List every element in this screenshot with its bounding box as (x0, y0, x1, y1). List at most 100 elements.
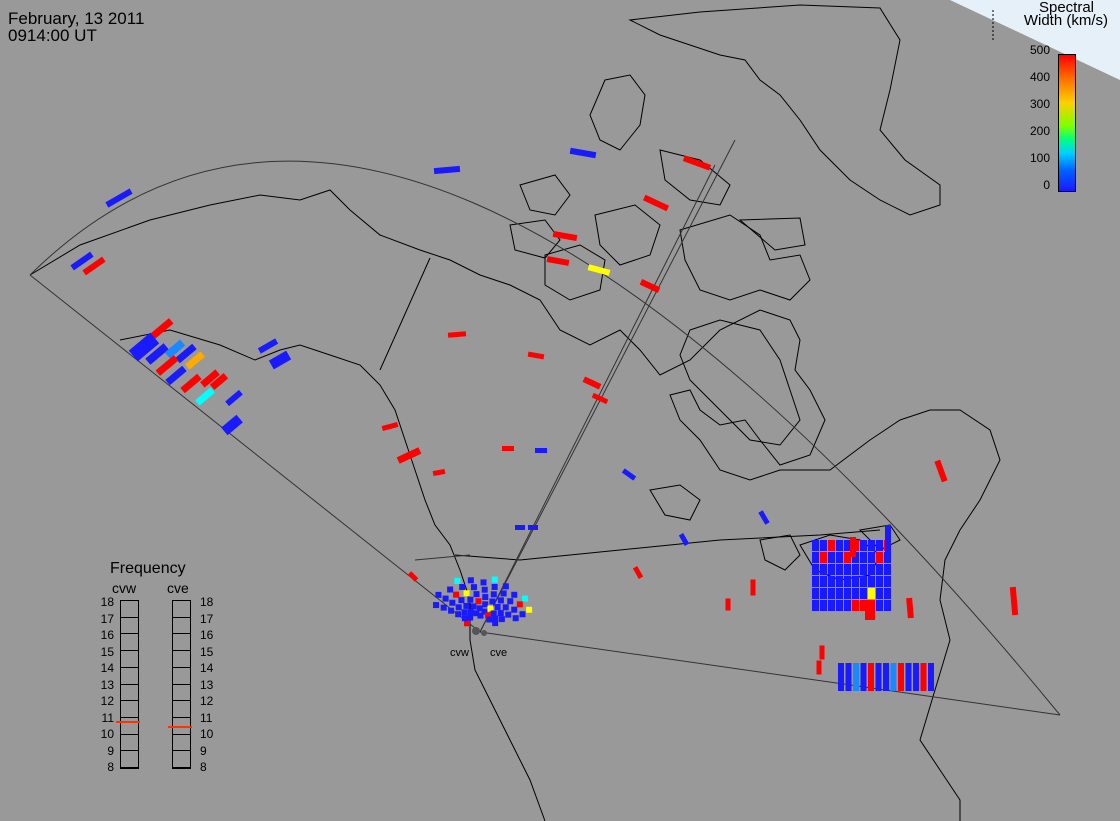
scatter-cell (221, 414, 243, 436)
near-range-cell (512, 615, 519, 622)
colorbar-title-line2: Width (km/s) (1023, 12, 1108, 29)
great-lakes-cell (828, 552, 835, 563)
great-lakes-cell (836, 564, 843, 575)
great-lakes-cell (860, 540, 867, 551)
great-lakes-cell (876, 600, 883, 611)
near-range-cell (498, 616, 505, 623)
scatter-cell (128, 332, 160, 362)
near-range-cell (511, 591, 518, 598)
radar-label-cve: cve (490, 647, 508, 659)
great-lakes-cell (812, 552, 819, 563)
great-lakes-cell (865, 600, 875, 620)
near-range-cell (481, 608, 488, 615)
near-range-cell (442, 595, 449, 602)
near-range-cell (484, 612, 491, 619)
southern-cell (860, 663, 867, 691)
radar-label-cvw: cvw (450, 647, 469, 659)
scatter-cell (552, 230, 578, 242)
frequency-tick-left-14: 14 (100, 661, 114, 675)
southern-cell (875, 663, 882, 691)
near-range-cell (482, 594, 489, 601)
great-lakes-cell (836, 540, 843, 551)
colorbar-tick-500: 500 (1029, 43, 1050, 57)
southern-cell (928, 663, 934, 691)
near-range-cell (473, 610, 480, 617)
great-lakes-cell (868, 576, 875, 587)
frequency-tick-left-16: 16 (100, 628, 114, 642)
scatter-cell (165, 365, 187, 386)
great-lakes-cell (844, 564, 851, 575)
frequency-radar-left: cvw (112, 580, 137, 596)
frequency-tick-right-14: 14 (200, 661, 214, 675)
great-lakes-cell (812, 576, 819, 587)
near-range-cell (492, 620, 499, 627)
great-lakes-cell (852, 588, 859, 599)
frequency-tick-left-12: 12 (100, 694, 114, 708)
scatter-cell (185, 351, 205, 370)
great-lakes-cell (844, 588, 851, 599)
frequency-tick-right-13: 13 (200, 677, 214, 692)
frequency-tick-left-17: 17 (100, 611, 114, 626)
great-lakes-cell (852, 576, 859, 587)
frequency-tick-left-9: 9 (107, 743, 114, 758)
great-lakes-cell (812, 540, 819, 551)
southern-cell (853, 663, 859, 691)
scatter-cell (381, 422, 399, 431)
colorbar-tick-400: 400 (1029, 70, 1050, 84)
frequency-gridline (172, 650, 190, 652)
near-range-cell (475, 598, 482, 605)
near-range-cell (497, 597, 504, 604)
frequency-tick-left-11: 11 (101, 710, 114, 725)
scatter-cell (528, 525, 538, 530)
near-range-cell (476, 605, 483, 612)
southern-cell (868, 663, 874, 691)
great-lakes-cell (852, 600, 859, 611)
borders (379, 257, 881, 561)
scatter-cell (164, 339, 186, 359)
scatter-cell (934, 459, 948, 483)
southern-cell (905, 663, 912, 691)
scatter-cell (750, 579, 756, 596)
great-lakes-cell (836, 600, 843, 611)
southern-cell (845, 663, 852, 691)
southern-cell (898, 663, 904, 691)
near-range-cell (467, 609, 474, 616)
scatter-cell (195, 387, 215, 406)
scatter-cell (268, 350, 292, 370)
great-lakes-cell (860, 600, 867, 611)
frequency-gridline (172, 716, 190, 718)
scatter-cell (816, 660, 822, 675)
frequency-gridline (172, 683, 190, 685)
great-lakes-cell (850, 537, 856, 557)
colorbar-title-line1: Spectral (1038, 0, 1094, 16)
great-lakes-cell (820, 552, 827, 563)
near-range-cell (505, 611, 512, 618)
scatter-cell (209, 373, 229, 390)
near-range-cell (435, 591, 442, 598)
backscatter-cells (70, 147, 1019, 691)
great-lakes-cell (828, 576, 835, 587)
great-lakes-cell (836, 552, 843, 563)
near-range-cell (502, 583, 509, 590)
colorbar-gradient (1058, 54, 1076, 192)
great-lakes-cell (876, 564, 883, 575)
near-range-cell (449, 599, 456, 606)
radar-site-cvw (472, 627, 480, 635)
great-lakes-cell (844, 552, 851, 563)
date-label: February, 13 2011 (8, 9, 145, 28)
frequency-gridline (172, 666, 190, 668)
scatter-cell (180, 373, 202, 394)
near-range-cell (467, 577, 474, 584)
near-range-cell (491, 583, 498, 590)
frequency-title: Frequency (110, 560, 186, 577)
scatter-cell (682, 155, 712, 171)
great-lakes-cell (868, 564, 875, 575)
scatter-cell (632, 566, 644, 579)
scatter-cell (432, 468, 446, 477)
frequency-gridline (120, 767, 138, 768)
near-range-cell (490, 591, 497, 598)
near-range-cell (492, 615, 499, 622)
radar-site-cve (481, 630, 487, 636)
frequency-tick-right-9: 9 (200, 743, 207, 758)
great-lakes-cell (852, 564, 859, 575)
